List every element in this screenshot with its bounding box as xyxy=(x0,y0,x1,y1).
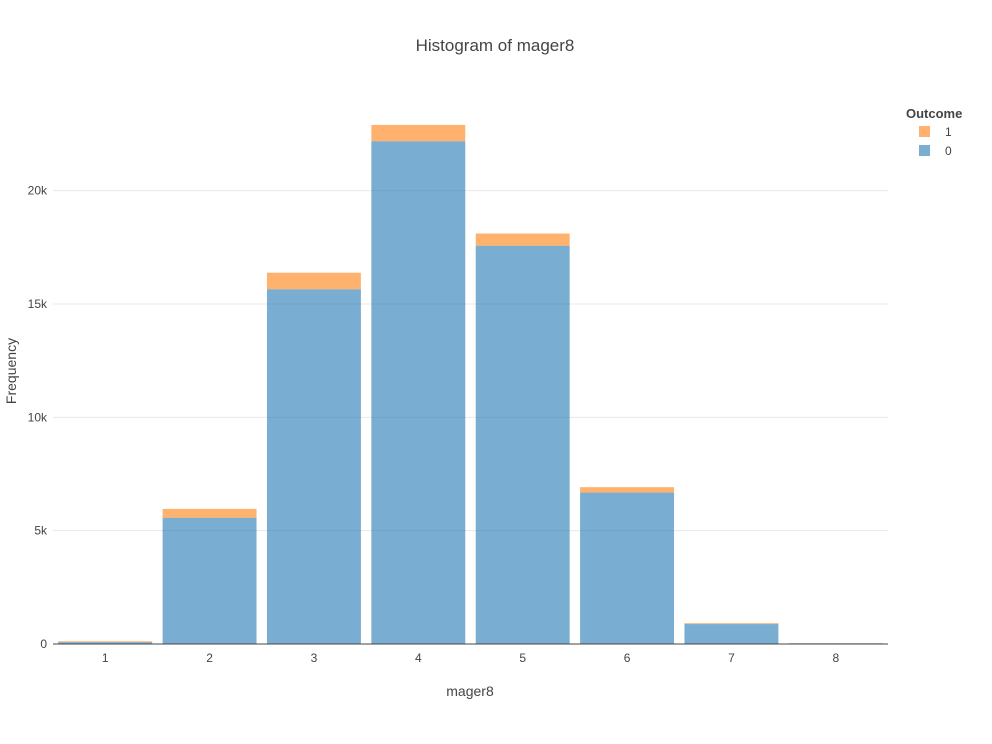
x-tick-label: 2 xyxy=(206,651,213,665)
bar-cat2-outcome1[interactable] xyxy=(162,508,257,518)
bar-cat4-outcome0[interactable] xyxy=(371,141,466,644)
bar-cat7-outcome1[interactable] xyxy=(684,623,779,625)
legend[interactable]: Outcome 1 0 xyxy=(906,106,962,158)
x-tick-label: 8 xyxy=(832,651,839,665)
y-tick-label: 20k xyxy=(28,184,48,198)
x-tick-label: 7 xyxy=(728,651,735,665)
legend-item-0[interactable]: 0 xyxy=(919,144,952,158)
x-tick-label: 3 xyxy=(311,651,318,665)
y-tick-label: 15k xyxy=(28,297,48,311)
bars[interactable] xyxy=(58,124,883,644)
gridlines xyxy=(53,190,888,532)
x-tick-label: 5 xyxy=(519,651,526,665)
bar-cat4-outcome1[interactable] xyxy=(371,124,466,142)
legend-swatch xyxy=(919,126,930,137)
bar-cat3-outcome0[interactable] xyxy=(266,289,361,644)
x-tick-label: 4 xyxy=(415,651,422,665)
bar-cat5-outcome0[interactable] xyxy=(475,245,570,644)
y-tick-label: 10k xyxy=(28,410,48,424)
chart-title: Histogram of mager8 xyxy=(416,36,575,55)
legend-title: Outcome xyxy=(906,106,962,121)
x-axis-title: mager8 xyxy=(446,683,494,699)
bar-cat6-outcome0[interactable] xyxy=(580,492,675,644)
y-tick-label: 0 xyxy=(40,637,47,651)
bar-cat7-outcome0[interactable] xyxy=(684,624,779,644)
x-tick-label: 1 xyxy=(102,651,109,665)
bar-cat1-outcome1[interactable] xyxy=(58,641,153,643)
x-tick-label: 6 xyxy=(624,651,631,665)
y-tick-label: 5k xyxy=(34,524,48,538)
bar-cat5-outcome1[interactable] xyxy=(475,233,570,246)
legend-label: 0 xyxy=(945,144,952,158)
bar-cat2-outcome0[interactable] xyxy=(162,517,257,644)
y-axis-title: Frequency xyxy=(3,338,19,404)
x-axis: 1 2 3 4 5 6 7 8 xyxy=(53,643,888,665)
bar-cat6-outcome1[interactable] xyxy=(580,487,675,493)
bar-cat1-outcome0[interactable] xyxy=(58,642,153,644)
legend-item-1[interactable]: 1 xyxy=(919,125,952,139)
y-axis: 0 5k 10k 15k 20k xyxy=(28,184,48,651)
bar-cat3-outcome1[interactable] xyxy=(266,272,361,290)
legend-swatch xyxy=(919,145,930,156)
legend-label: 1 xyxy=(945,125,952,139)
